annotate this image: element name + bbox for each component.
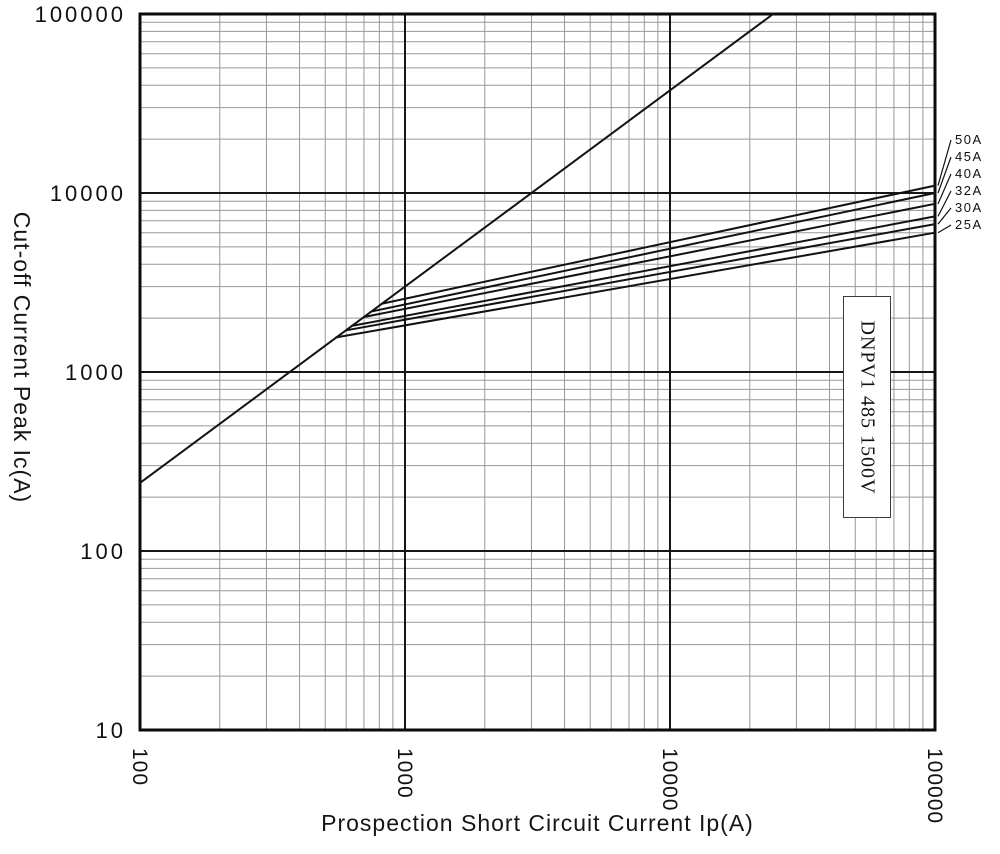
leader-line-30A — [937, 207, 952, 225]
series-32A-line — [350, 215, 936, 327]
series-prospective-peak-line-line — [139, 13, 775, 484]
series-label-32A: 32A — [955, 183, 983, 198]
series-label-50A: 50A — [955, 132, 983, 147]
y-tick-label: 100 — [80, 539, 126, 564]
series-label-40A: 40A — [955, 166, 983, 181]
model-annotation-label: DNPV1 485 1500V — [856, 320, 879, 494]
y-tick-label: 1000 — [65, 360, 126, 385]
y-tick-label: 100000 — [35, 2, 126, 27]
series-label-30A: 30A — [955, 200, 983, 215]
x-tick-label: 1000 — [393, 748, 416, 799]
y-tick-label: 10 — [96, 718, 126, 743]
series-45A-line — [370, 192, 936, 313]
series-50A-line — [381, 184, 936, 305]
series-30A-line — [345, 223, 936, 332]
series-label-25A: 25A — [955, 217, 983, 232]
series-lines — [139, 13, 936, 484]
leader-line-25A — [937, 224, 952, 234]
leader-line-32A — [937, 190, 952, 217]
model-annotation-box: DNPV1 485 1500V — [843, 296, 891, 518]
x-axis-title: Prospection Short Circuit Current Ip(A) — [321, 810, 754, 836]
leader-line-40A — [937, 173, 952, 205]
x-tick-label: 100000 — [923, 748, 946, 824]
leader-line-45A — [937, 156, 952, 194]
y-tick-label: 10000 — [50, 181, 126, 206]
series-label-45A: 45A — [955, 149, 983, 164]
series-40A-line — [363, 202, 936, 318]
leader-line-50A — [937, 139, 952, 186]
series-25A-line — [335, 231, 936, 339]
plot-frame — [138, 12, 937, 732]
x-tick-label: 100 — [128, 748, 151, 786]
x-tick-label: 10000 — [658, 748, 681, 811]
grid-major — [140, 14, 935, 730]
